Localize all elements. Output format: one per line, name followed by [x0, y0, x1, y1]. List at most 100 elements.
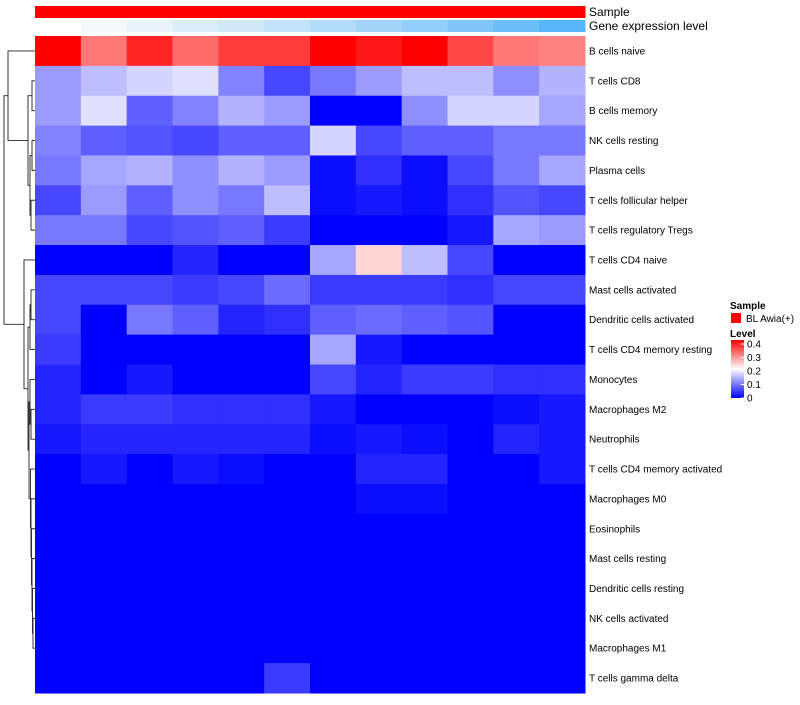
track-0-cell-0 — [35, 6, 82, 18]
row-label: B cells memory — [589, 106, 657, 117]
heatmap-cell — [264, 483, 311, 515]
heatmap-cell — [355, 424, 403, 455]
row-label: T cells CD4 memory activated — [589, 465, 722, 476]
heatmap-cell — [539, 543, 586, 575]
heatmap-cell — [539, 424, 586, 455]
legend-level-ticks: 0.4 0.3 0.2 0.1 0 — [741, 340, 761, 405]
dendrogram-branch — [30, 289, 35, 321]
heatmap-cell — [218, 36, 265, 67]
heatmap-cell — [401, 215, 448, 246]
dendrogram-branch — [23, 259, 35, 390]
heatmap-cell — [310, 454, 357, 485]
heatmap-cell — [35, 36, 82, 67]
heatmap-cell — [35, 513, 82, 545]
heatmap-cell — [35, 364, 82, 395]
heatmap-cell — [310, 483, 357, 515]
dendrogram-branch — [32, 617, 35, 649]
heatmap-cell — [264, 215, 311, 246]
heatmap-cell — [401, 65, 448, 97]
dendrogram-branch — [31, 558, 35, 612]
heatmap-cell — [401, 603, 448, 634]
heatmap-cell — [447, 334, 494, 365]
dendrogram-branch — [30, 199, 35, 231]
heatmap-cell — [172, 155, 219, 186]
row-label: Neutrophils — [589, 435, 640, 446]
heatmap-cell — [218, 454, 265, 485]
heatmap-cell — [310, 274, 357, 306]
heatmap-cell — [310, 513, 357, 545]
track-1-cell-11 — [539, 20, 586, 32]
heatmap-cell — [218, 245, 265, 276]
heatmap-cell — [447, 663, 494, 694]
heatmap-cell — [539, 454, 586, 485]
heatmap-cell — [80, 543, 128, 575]
heatmap-cell — [493, 424, 540, 455]
level-tick-label: 0.4 — [747, 340, 761, 351]
heatmap-cell — [447, 274, 494, 306]
heatmap-cell — [355, 394, 403, 425]
row-labels: B cells naive T cells CD8 B cells memory NK… — [589, 46, 722, 684]
heatmap-cell — [447, 95, 494, 127]
heatmap-cell — [218, 364, 265, 395]
dendrogram-branch — [32, 588, 35, 634]
heatmap-cell — [539, 364, 586, 395]
row-label: Eosinophils — [589, 524, 640, 535]
row-dendrogram — [3, 50, 35, 649]
heatmap-cell — [539, 36, 586, 67]
heatmap-cell — [126, 543, 173, 575]
heatmap-cell — [539, 513, 586, 545]
heatmap-cell — [355, 334, 403, 365]
heatmap-cell — [447, 155, 494, 186]
row-label: T cells regulatory Tregs — [589, 226, 693, 237]
heatmap-cell — [355, 304, 403, 336]
heatmap-cell — [264, 185, 311, 216]
heatmap-cell — [172, 543, 219, 575]
heatmap-cell — [401, 185, 448, 216]
heatmap-cell — [35, 424, 82, 455]
legend-sample-title: Sample — [730, 301, 766, 312]
heatmap-cell — [172, 185, 219, 216]
row-label: T cells CD4 memory resting — [589, 345, 712, 356]
heatmap-cell — [264, 424, 311, 455]
track-1-cell-8 — [401, 20, 448, 32]
heatmap-cell — [493, 513, 540, 545]
heatmap-cell — [126, 633, 173, 664]
heatmap-cell — [401, 95, 448, 127]
heatmap-cell — [310, 125, 357, 156]
heatmap-cell — [355, 364, 403, 395]
heatmap-cell — [80, 245, 128, 276]
heatmap-cell — [35, 483, 82, 515]
track-1-cell-0 — [35, 20, 82, 32]
heatmap-cell — [35, 155, 82, 186]
heatmap-cell — [218, 274, 265, 306]
heatmap-cell — [310, 603, 357, 634]
row-label: Mast cells resting — [589, 554, 666, 565]
heatmap-cell — [355, 36, 403, 67]
track-0-cell-8 — [401, 6, 448, 18]
heatmap-cell — [35, 65, 82, 97]
heatmap-cell — [447, 125, 494, 156]
level-tick-label: 0 — [747, 394, 753, 405]
heatmap-cell — [493, 125, 540, 156]
heatmap-cell — [493, 454, 540, 485]
level-tick-label: 0.2 — [747, 367, 761, 378]
heatmap-cell — [493, 394, 540, 425]
heatmap-cell — [310, 424, 357, 455]
heatmap-cell — [172, 364, 219, 395]
heatmap-cell — [126, 424, 173, 455]
heatmap-cell — [310, 245, 357, 276]
heatmap-cell — [310, 304, 357, 336]
track-1-cell-3 — [172, 20, 219, 32]
heatmap-cell — [218, 633, 265, 664]
heatmap-cell — [310, 65, 357, 97]
heatmap-cell — [264, 454, 311, 485]
heatmap-cell — [172, 454, 219, 485]
heatmap-cell — [80, 185, 128, 216]
heatmap-cell — [80, 125, 128, 156]
heatmap-cell — [35, 185, 82, 216]
heatmap-cell — [35, 125, 82, 156]
track-0-cell-7 — [355, 6, 403, 18]
heatmap-cell — [80, 155, 128, 186]
heatmap-cell — [539, 334, 586, 365]
